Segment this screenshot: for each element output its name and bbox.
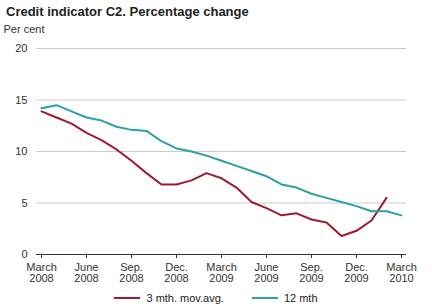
- svg-text:June2008: June2008: [74, 261, 98, 284]
- html-text:Credit indicator C2. Percentag: Credit indicator C2. Percentage change: [6, 4, 249, 19]
- svg-text:Sep.2009: Sep.2009: [299, 261, 323, 284]
- svg-text:March2008: March2008: [26, 261, 57, 284]
- svg-text:Dec.2009: Dec.2009: [344, 261, 368, 284]
- svg-text:Per cent: Per cent: [4, 23, 45, 35]
- svg-text:10: 10: [15, 145, 27, 157]
- html-text:12 mth: 12 mth: [283, 292, 318, 304]
- svg-text:March2009: March2009: [206, 261, 237, 284]
- svg-text:5: 5: [21, 197, 27, 209]
- svg-text:20: 20: [15, 42, 27, 54]
- svg-text:15: 15: [15, 94, 27, 106]
- svg-text:Dec.2008: Dec.2008: [164, 261, 188, 284]
- svg-text:March2010: March2010: [386, 261, 417, 284]
- svg-text:June2009: June2009: [254, 261, 278, 284]
- html-text:3 mth. mov.avg.: 3 mth. mov.avg.: [146, 292, 224, 304]
- svg-text:Sep.2008: Sep.2008: [119, 261, 143, 284]
- svg-text:0: 0: [21, 248, 27, 260]
